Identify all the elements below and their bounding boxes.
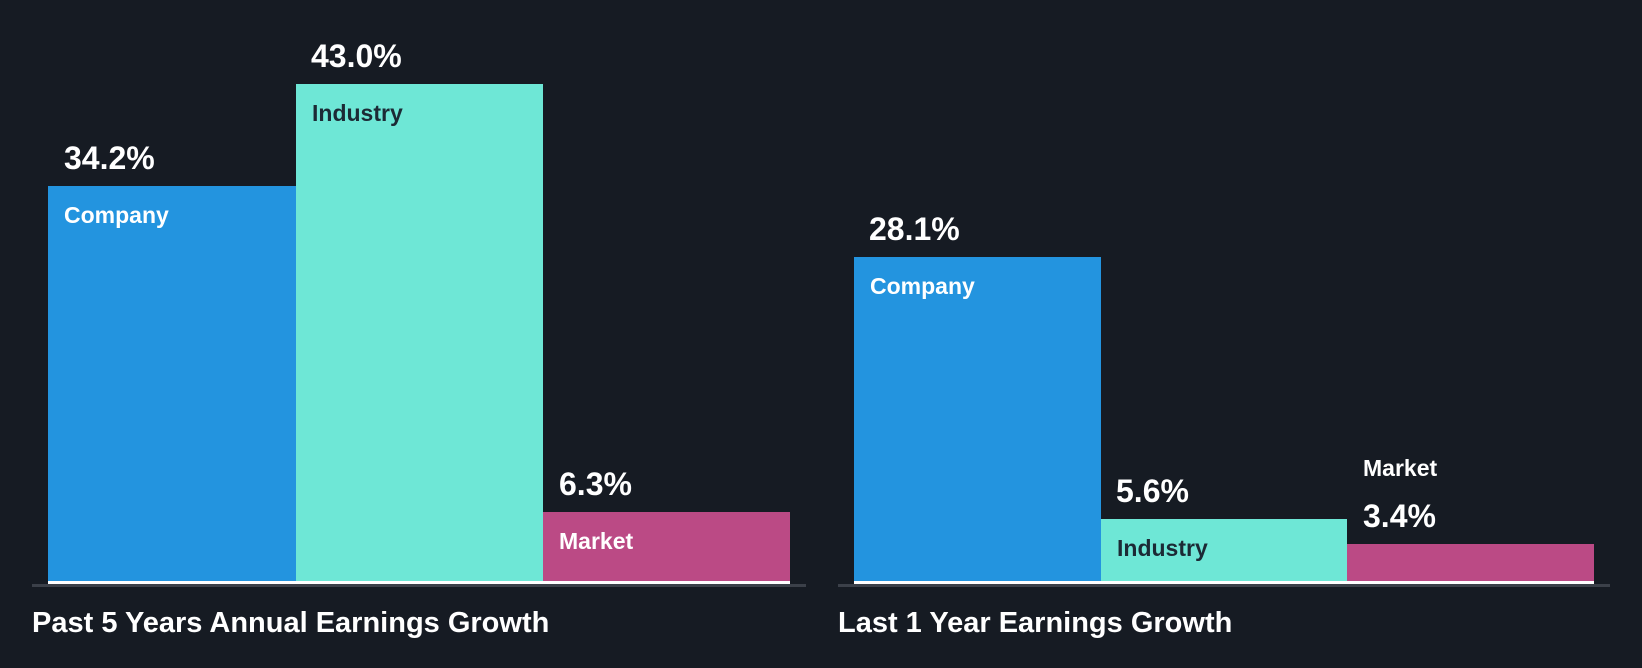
bar-label-industry: Industry <box>312 100 403 126</box>
value-label-industry: 43.0% <box>311 38 402 74</box>
bar-label-company: Company <box>64 202 169 228</box>
value-label-company: 28.1% <box>869 211 960 247</box>
bar-industry: Industry <box>296 84 543 582</box>
bar-base-highlight <box>854 581 1594 584</box>
bar-label-market: Market <box>1363 455 1438 481</box>
bar-industry: Industry <box>1101 519 1347 582</box>
bar-base-highlight <box>48 581 790 584</box>
bar-label-company: Company <box>870 273 975 299</box>
value-label-company: 34.2% <box>64 140 155 176</box>
chart-title: Past 5 Years Annual Earnings Growth <box>32 607 550 639</box>
chart-title: Last 1 Year Earnings Growth <box>838 607 1233 639</box>
bar-market <box>1347 544 1594 582</box>
bar-label-market: Market <box>559 528 634 554</box>
bar-label-industry: Industry <box>1117 535 1208 561</box>
bar-company: Company <box>48 186 296 582</box>
x-axis-baseline <box>32 584 806 587</box>
x-axis-baseline <box>838 584 1610 587</box>
chart-past-5-years: 34.2% Company 43.0% Industry 6.3% Market… <box>0 0 820 668</box>
value-label-market: 3.4% <box>1363 498 1436 534</box>
value-label-market: 6.3% <box>559 466 632 502</box>
bar-company: Company <box>854 257 1101 582</box>
bar-market: Market <box>543 512 790 582</box>
value-label-industry: 5.6% <box>1116 473 1189 509</box>
